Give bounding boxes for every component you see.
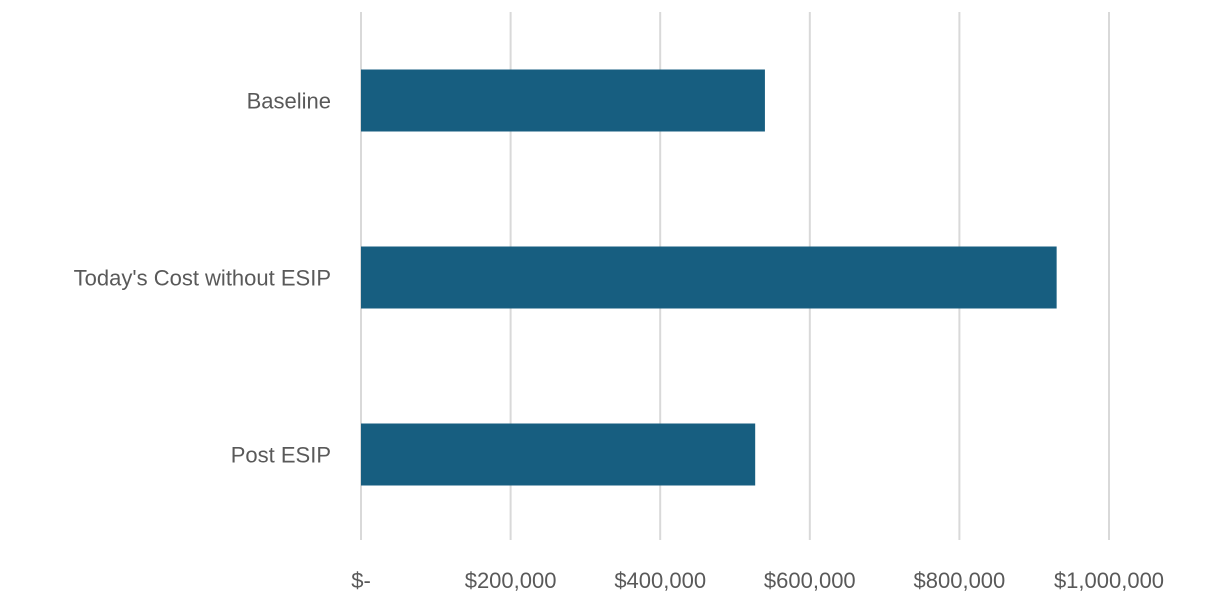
x-tick-label: $1,000,000 [1054, 568, 1164, 593]
x-tick-label: $200,000 [465, 568, 557, 593]
x-tick-labels: $- $200,000 $400,000 $600,000 $800,000 $1,000… [351, 568, 1164, 593]
x-tick-label: $600,000 [764, 568, 856, 593]
bars [361, 69, 1057, 486]
x-tick-label: $- [351, 568, 371, 593]
x-tick-label: $400,000 [614, 568, 706, 593]
category-label: Post ESIP [231, 443, 331, 468]
bar [361, 423, 756, 486]
category-label: Baseline [247, 89, 331, 114]
category-label: Today's Cost without ESIP [74, 266, 331, 291]
x-tick-label: $800,000 [914, 568, 1006, 593]
category-labels: Baseline Today's Cost without ESIP Post ES… [74, 89, 331, 468]
bar [361, 246, 1057, 309]
bar [361, 69, 765, 132]
